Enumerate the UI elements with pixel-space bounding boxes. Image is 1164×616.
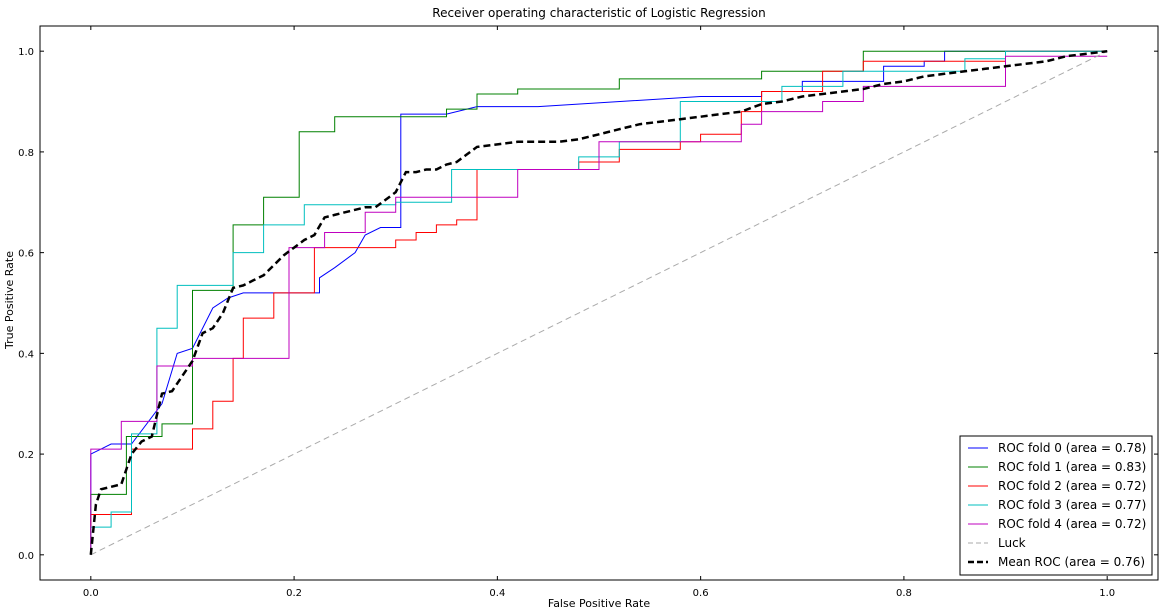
- legend-entry: ROC fold 0 (area = 0.78): [998, 441, 1146, 455]
- plot-area: [40, 26, 1158, 580]
- axes: 0.0 0.2 0.4 0.6 0.8 1.0 0.0 0.2 0.4 0.6 0.8 1.0: [18, 25, 1159, 599]
- legend-entry: ROC fold 2 (area = 0.72): [998, 479, 1146, 493]
- x-tick-label: 1.0: [1099, 588, 1115, 599]
- axes-frame: [39, 25, 1159, 581]
- y-axis-label: True Positive Rate: [3, 251, 16, 350]
- series-line-4: [90, 55, 1108, 555]
- x-tick-label: 0.0: [83, 588, 99, 599]
- series-line-1: [90, 50, 1108, 555]
- legend-entry: ROC fold 1 (area = 0.83): [998, 460, 1146, 474]
- chart-title: Receiver operating characteristic of Log…: [432, 6, 765, 20]
- series-line-5: [90, 50, 1108, 556]
- legend-entry: Luck: [998, 536, 1026, 550]
- y-tick-label: 0.4: [18, 349, 34, 360]
- legend-entry: Mean ROC (area = 0.76): [998, 555, 1145, 569]
- legend-entry: ROC fold 3 (area = 0.77): [998, 498, 1146, 512]
- legend: ROC fold 0 (area = 0.78) ROC fold 1 (area…: [959, 435, 1153, 576]
- series-line-2: [90, 50, 1108, 555]
- y-tick-label: 0.2: [18, 450, 34, 461]
- legend-entry: ROC fold 4 (area = 0.72): [998, 517, 1146, 531]
- y-tick-label: 0.8: [18, 148, 34, 159]
- y-tick-label: 0.6: [18, 249, 34, 260]
- x-axis-label: False Positive Rate: [548, 597, 650, 610]
- series-line-0: [90, 50, 1108, 555]
- x-tick-label: 0.8: [896, 588, 912, 599]
- x-tick-label: 0.2: [286, 588, 302, 599]
- y-tick-label: 0.0: [18, 551, 34, 562]
- series-line-6: [89, 49, 1108, 555]
- x-tick-label: 0.4: [489, 588, 505, 599]
- legend-box: [959, 435, 1153, 576]
- x-tick-label: 0.6: [693, 588, 709, 599]
- y-tick-label: 1.0: [18, 47, 34, 58]
